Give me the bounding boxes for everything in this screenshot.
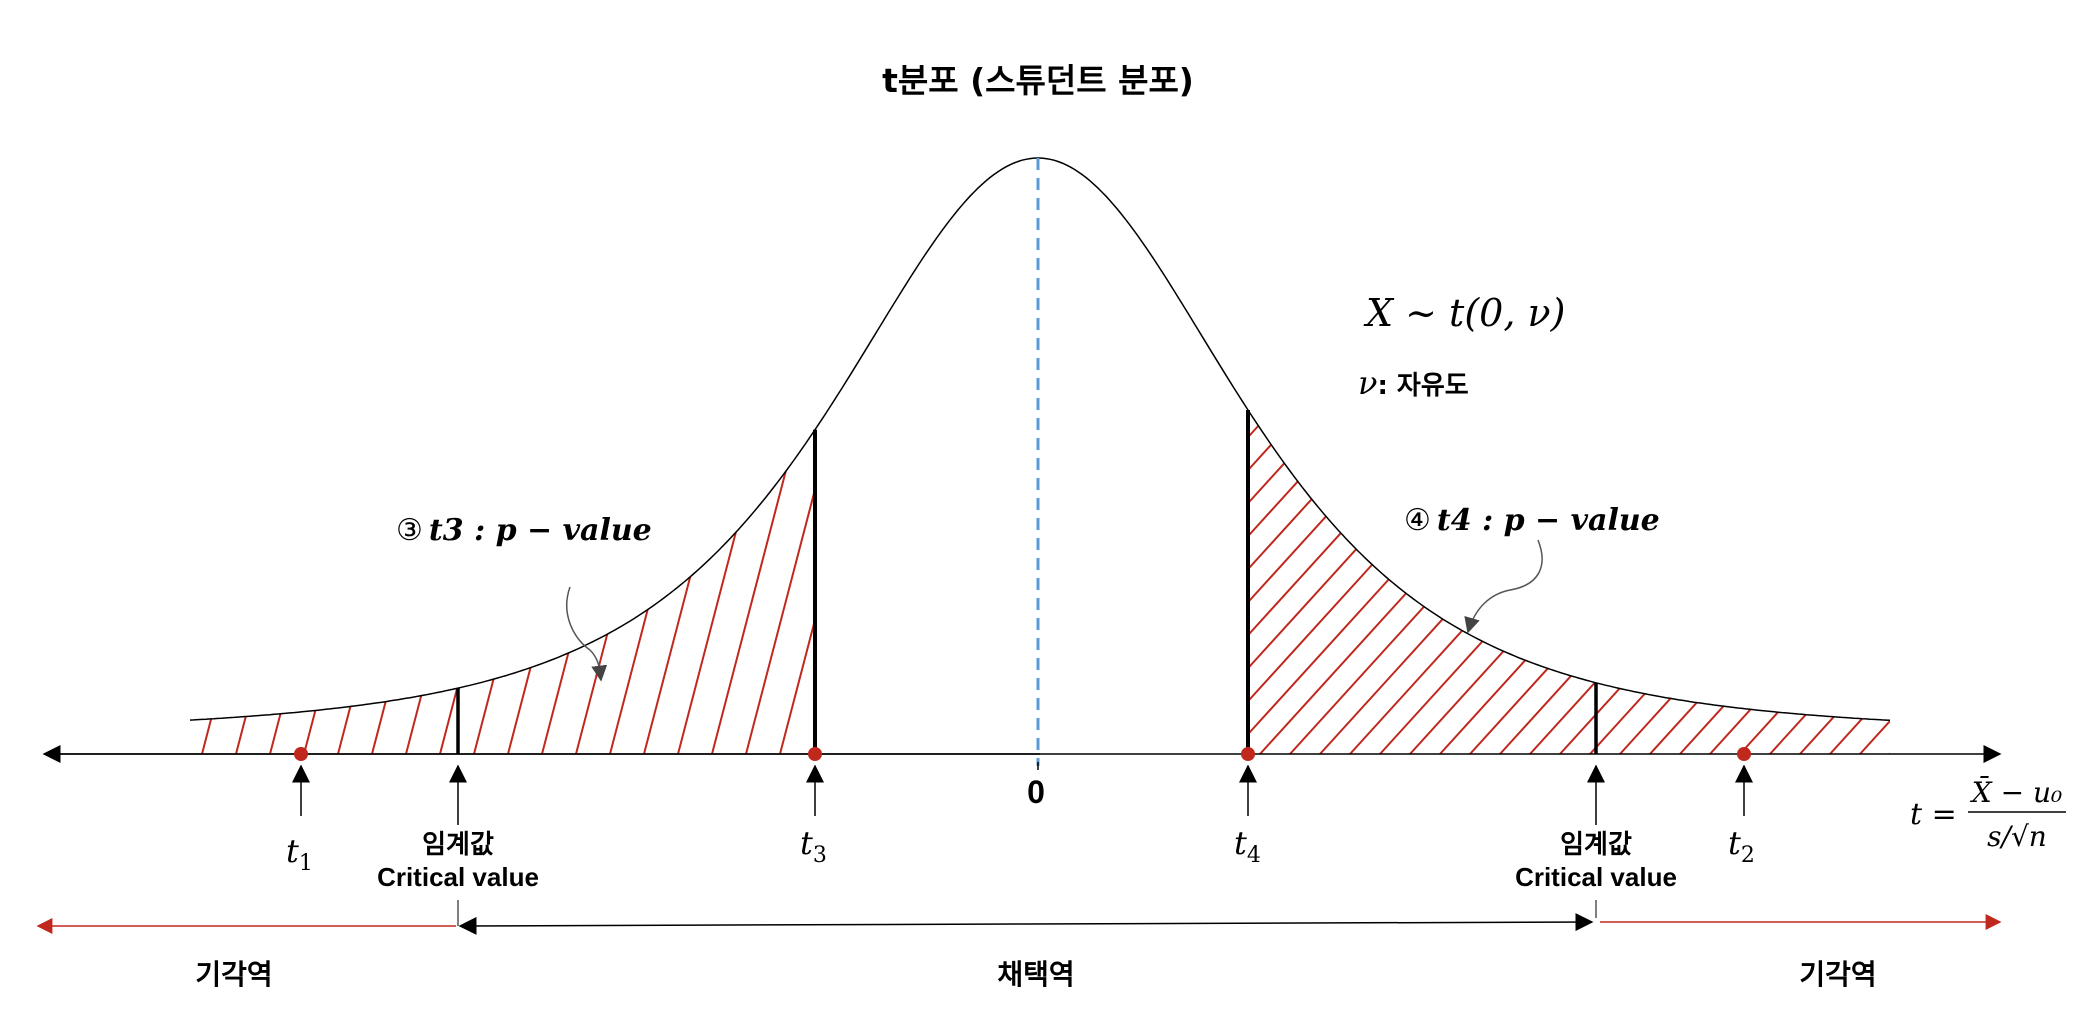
right-hatch-line-38 bbox=[2040, 424, 2076, 754]
annotation-t4-pvalue: ④ t4 : p − value bbox=[1404, 503, 1660, 538]
right-hatch-line-0 bbox=[900, 424, 1200, 754]
critical-left-kr: 임계값 bbox=[422, 830, 494, 860]
left-hatch-line-19 bbox=[235, 429, 357, 754]
density-curve bbox=[189, 157, 1891, 722]
point-t3 bbox=[808, 747, 822, 761]
label-t3: t3 bbox=[800, 824, 827, 868]
label-t2: t2 bbox=[1728, 824, 1755, 868]
left-hatch-line-38 bbox=[882, 294, 1002, 754]
left-hatch-line-49 bbox=[1256, 294, 1376, 754]
left-hatch-line-17 bbox=[190, 429, 289, 754]
left-hatch-line-11 bbox=[0, 294, 84, 754]
left-hatch-line-44 bbox=[1086, 294, 1206, 754]
annotation-t3-arrow bbox=[566, 586, 608, 682]
left-hatch-line-35 bbox=[779, 429, 815, 754]
svg-text:s/√n: s/√n bbox=[1987, 820, 2047, 853]
right-hatch-line-39 bbox=[2070, 424, 2076, 754]
right-hatch-line-2 bbox=[1248, 423, 1261, 754]
label-t1: t1 bbox=[286, 832, 313, 876]
right-hatch-line-35 bbox=[1950, 424, 2076, 754]
left-hatch-line-33 bbox=[711, 429, 815, 754]
right-hatch-line-30 bbox=[1799, 423, 1890, 754]
svg-text:t1: t1 bbox=[286, 832, 313, 876]
svg-text:ν: 자유도: ν: 자유도 bbox=[1358, 364, 1469, 402]
annotation-t4-arrow bbox=[1464, 539, 1543, 634]
left-hatch-line-37 bbox=[848, 294, 968, 754]
right-hatch-line-1 bbox=[930, 424, 1230, 754]
diagram-title: t분포 (스튜던트 분포) bbox=[882, 61, 1194, 100]
right-hatch-line-23 bbox=[1589, 423, 1890, 754]
right-tail-hatch bbox=[900, 423, 2076, 754]
left-hatch-line-46 bbox=[1154, 294, 1274, 754]
critical-right-en: Critical value bbox=[1515, 862, 1677, 892]
critical-right-kr: 임계값 bbox=[1560, 830, 1632, 860]
left-hatch-line-34 bbox=[745, 429, 815, 754]
label-t4: t4 bbox=[1234, 824, 1261, 868]
right-hatch-line-25 bbox=[1649, 423, 1890, 754]
svg-text:X̄ − u₀: X̄ − u₀ bbox=[1970, 775, 2062, 809]
left-hatch-line-10 bbox=[0, 294, 50, 754]
right-hatch-line-32 bbox=[1859, 423, 1890, 754]
left-hatch-line-18 bbox=[201, 429, 323, 754]
accept-region-label: 채택역 bbox=[997, 958, 1074, 991]
left-hatch-line-32 bbox=[677, 429, 799, 754]
left-hatch-line-41 bbox=[984, 294, 1104, 754]
zero-label: 0 bbox=[1027, 774, 1045, 810]
right-hatch-line-33 bbox=[1889, 423, 1890, 754]
left-hatch-line-20 bbox=[269, 429, 391, 754]
left-hatch-line-50 bbox=[1290, 294, 1410, 754]
svg-text:t =: t = bbox=[1910, 797, 1957, 832]
svg-text:t4: t4 bbox=[1234, 824, 1261, 868]
left-hatch-line-12 bbox=[0, 294, 118, 754]
reject-region-left-label: 기각역 bbox=[195, 958, 272, 991]
t-statistic-formula: t = X̄ − u₀ s/√n bbox=[1910, 775, 2066, 853]
left-hatch-line-14 bbox=[66, 294, 186, 754]
svg-text:④t4 : p − value: ④ t4 : p − value bbox=[1404, 503, 1660, 538]
distribution-formula: X ~ t(0, ν) bbox=[1363, 291, 1565, 335]
right-hatch-line-4 bbox=[1248, 423, 1321, 754]
left-hatch-line-43 bbox=[1052, 294, 1172, 754]
right-hatch-line-29 bbox=[1769, 423, 1890, 754]
left-hatch-line-9 bbox=[0, 294, 16, 754]
accept-arrow-left bbox=[458, 916, 1027, 935]
critical-left-en: Critical value bbox=[377, 862, 539, 892]
right-hatch-line-20 bbox=[1499, 423, 1801, 754]
right-hatch-line-36 bbox=[1980, 424, 2076, 754]
right-hatch-line-37 bbox=[2010, 424, 2076, 754]
annotation-t3-pvalue: ③ t3 : p − value bbox=[396, 513, 652, 548]
right-hatch-line-26 bbox=[1679, 423, 1890, 754]
left-tail-hatch bbox=[0, 294, 1410, 754]
left-hatch-line-40 bbox=[950, 294, 1070, 754]
right-hatch-line-27 bbox=[1709, 423, 1890, 754]
left-hatch-line-45 bbox=[1120, 294, 1240, 754]
left-hatch-line-36 bbox=[813, 429, 815, 754]
point-t2 bbox=[1737, 747, 1751, 761]
point-t4 bbox=[1241, 747, 1255, 761]
left-hatch-line-42 bbox=[1018, 294, 1138, 754]
right-hatch-line-24 bbox=[1619, 423, 1890, 754]
left-hatch-line-39 bbox=[916, 294, 1036, 754]
right-hatch-line-34 bbox=[1920, 424, 2076, 754]
right-hatch-line-3 bbox=[1248, 423, 1291, 754]
right-hatch-line-31 bbox=[1829, 423, 1890, 754]
svg-text:t2: t2 bbox=[1728, 824, 1755, 868]
svg-text:③t3 : p − value: ③ t3 : p − value bbox=[396, 513, 652, 548]
dof-label: ν: 자유도 bbox=[1358, 364, 1469, 402]
accept-arrow-right bbox=[1025, 913, 1594, 932]
svg-text:t3: t3 bbox=[800, 824, 827, 868]
right-hatch-line-28 bbox=[1739, 423, 1890, 754]
reject-region-right-label: 기각역 bbox=[1799, 958, 1876, 991]
point-t1 bbox=[294, 747, 308, 761]
left-hatch-line-31 bbox=[643, 429, 765, 754]
left-hatch-line-16 bbox=[190, 429, 255, 754]
right-hatch-line-21 bbox=[1529, 423, 1831, 754]
left-hatch-line-13 bbox=[32, 294, 152, 754]
left-hatch-line-15 bbox=[190, 429, 221, 754]
